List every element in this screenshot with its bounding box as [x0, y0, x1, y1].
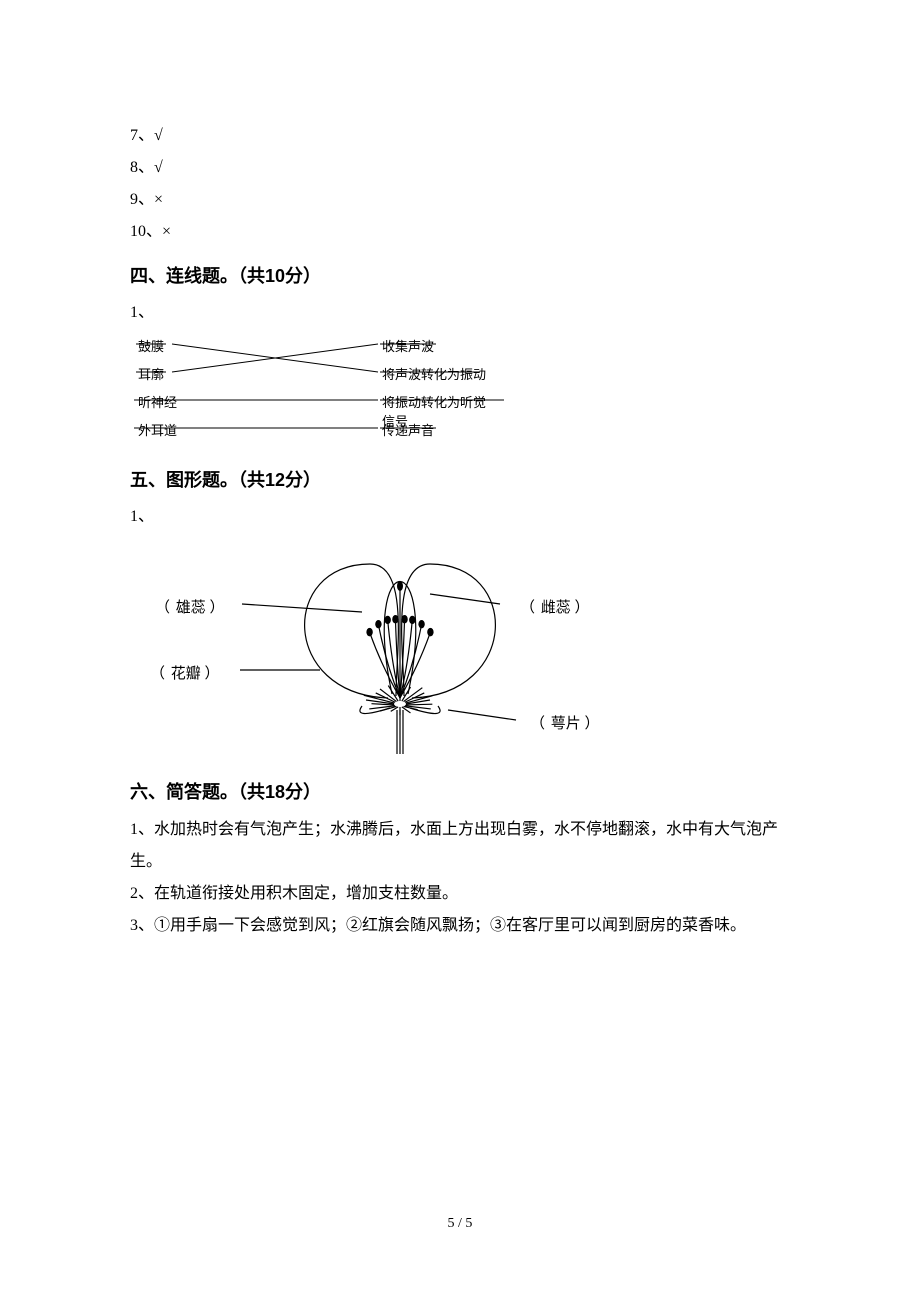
- match-right-item: 将声波转化为振动: [382, 364, 486, 383]
- paren-open: （: [155, 600, 172, 616]
- section4-heading: 四、连线题。（共10分）: [130, 262, 790, 288]
- match-right-item: 传递声音: [382, 420, 434, 439]
- section6-a3: 3、①用手扇一下会感觉到风；②红旗会随风飘扬；③在客厅里可以闻到厨房的菜香味。: [130, 910, 790, 942]
- paren-open: （: [520, 600, 537, 616]
- match-left-item: 鼓膜: [138, 336, 164, 355]
- answer-9: 9、×: [130, 184, 790, 216]
- paren-open: （: [150, 666, 167, 682]
- paren-close: ）: [205, 666, 222, 682]
- answer-10: 10、×: [130, 216, 790, 248]
- label-petal-text: 花瓣: [171, 666, 201, 682]
- section6-answers: 1、水加热时会有气泡产生；水沸腾后，水面上方出现白雾，水不停地翻滚，水中有大气泡…: [130, 814, 790, 942]
- paren-close: ）: [575, 600, 592, 616]
- paren-close: ）: [210, 600, 227, 616]
- match-left-item: 外耳道: [138, 420, 177, 439]
- label-pistil-text: 雌蕊: [541, 600, 571, 616]
- label-stamen-text: 雄蕊: [176, 600, 206, 616]
- paren-open: （: [530, 716, 547, 732]
- page-footer: 5 / 5: [0, 1216, 920, 1232]
- label-stamen: （ 雄蕊 ）: [155, 596, 227, 617]
- flower-diagram: （ 雄蕊 ） （ 雌蕊 ） （ 花瓣 ） （ 萼片 ）: [130, 534, 650, 764]
- section5-heading: 五、图形题。（共12分）: [130, 466, 790, 492]
- answers-top-block: 7、√ 8、√ 9、× 10、×: [130, 120, 790, 248]
- section5-q1-number: 1、: [130, 502, 790, 526]
- matching-diagram: 鼓膜耳廓听神经外耳道收集声波将声波转化为振动将振动转化为听觉信号传递声音: [130, 330, 490, 450]
- section6-heading: 六、简答题。（共18分）: [130, 778, 790, 804]
- section6-a2: 2、在轨道衔接处用积木固定，增加支柱数量。: [130, 878, 790, 910]
- section6-a1: 1、水加热时会有气泡产生；水沸腾后，水面上方出现白雾，水不停地翻滚，水中有大气泡…: [130, 814, 790, 878]
- label-sepal-text: 萼片: [551, 716, 581, 732]
- answer-7: 7、√: [130, 120, 790, 152]
- paren-close: ）: [585, 716, 602, 732]
- label-sepal: （ 萼片 ）: [530, 712, 602, 733]
- label-pistil: （ 雌蕊 ）: [520, 596, 592, 617]
- match-left-item: 耳廓: [138, 364, 164, 383]
- answer-8: 8、√: [130, 152, 790, 184]
- section4-q1-number: 1、: [130, 298, 790, 322]
- match-right-item: 收集声波: [382, 336, 434, 355]
- label-petal: （ 花瓣 ）: [150, 662, 222, 683]
- match-left-item: 听神经: [138, 392, 177, 411]
